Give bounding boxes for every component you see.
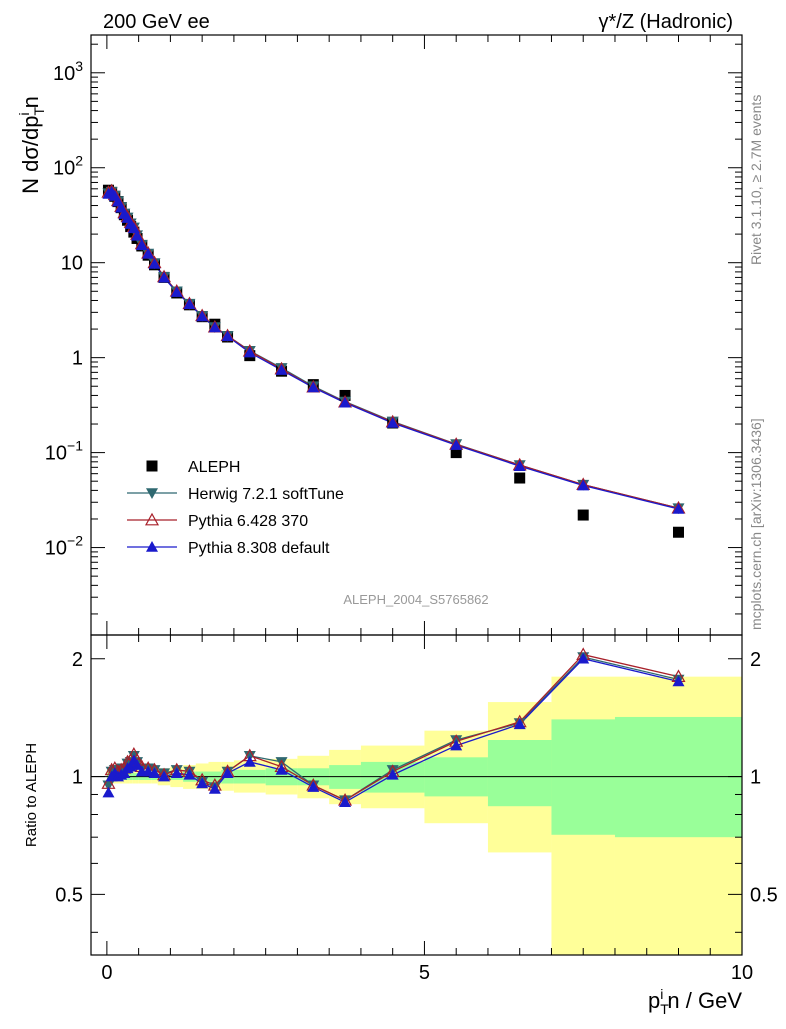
ratio-point-s3 [307,781,320,792]
main-point-s3 [339,396,352,408]
main-point-s0 [577,509,589,521]
legend-label: Herwig 7.2.1 softTune [188,486,344,503]
ratio-point-s3 [183,768,196,780]
main-point-s3 [196,310,209,322]
main-point-s3 [243,346,256,358]
rivet-label: Rivet 3.1.10, ≥ 2.7M events [748,95,764,265]
ratio-y-tick-label: 0.5 [55,884,83,906]
legend: ALEPH Herwig 7.2.1 softTune Pythia 6.428 3… [127,459,344,557]
main-point-s3 [386,417,399,428]
main-point-s3 [221,330,234,342]
legend-entry: Pythia 8.308 default [127,540,330,557]
x-tick-label: 0 [101,962,112,984]
ratio-point-s1 [275,757,288,768]
ratio-point-s3 [275,763,288,775]
y-axis-title: N dσ/dpTin [16,96,47,194]
legend-label: Pythia 6.428 370 [188,513,308,530]
ratio-point-s3 [386,768,399,780]
legend-entry: Herwig 7.2.1 softTune [127,486,344,503]
main-point-s3 [131,229,144,241]
text-layer: 200 GeV ee γ*/Z (Hadronic) Rivet 3.1.10,… [103,11,764,630]
x-tick-label: 10 [731,962,753,984]
band-inner [614,716,742,838]
legend-label: ALEPH [188,459,240,476]
main-point-s0 [514,472,526,484]
main-point-s3 [577,479,590,491]
band-inner [551,719,615,835]
legend-marker [146,541,158,552]
ratio-point-s3 [577,652,590,664]
y-tick-label: 1 [72,348,83,370]
band-inner [487,740,552,807]
legend-entry: Pythia 6.428 370 [127,512,308,530]
main-point-s3 [672,502,685,514]
ratio-point-s3 [196,777,209,789]
main-point-s3 [307,381,320,393]
y-tick-label: 10−1 [45,438,83,465]
main-point-s3 [208,321,221,333]
ratio-point-s3 [450,739,463,751]
legend-entry: ALEPH [146,459,240,476]
main-point-s3 [170,286,183,297]
ratio-y-tick-label: 1 [72,767,83,789]
ratio-point-s3 [221,767,234,779]
main-point-s3 [142,247,155,259]
main-point-s0 [450,447,462,459]
legend-label: Pythia 8.308 default [188,540,330,557]
ratio-y-axis-title: Ratio to ALEPH [23,743,40,847]
legend-marker [146,488,158,499]
main-point-s3 [183,298,196,310]
ratio-y-tick-label-right: 2 [750,649,761,671]
x-axis-title: pTi n / GeV [648,986,742,1017]
watermark: ALEPH_2004_S5765862 [343,592,488,607]
main-point-s3 [275,364,288,375]
main-point-s3 [148,257,161,269]
ratio-point-s3 [170,767,183,779]
x-tick-label: 5 [419,962,430,984]
ratio-point-s3 [102,786,115,798]
mcplots-label: mcplots.cern.ch [arXiv:1306.3436] [748,418,764,630]
y-tick-label: 102 [53,153,83,180]
y-tick-label: 10 [61,253,83,275]
main-point-s3 [450,439,463,450]
ratio-y-tick-label: 2 [72,649,83,671]
ratio-panel: 0 5 10 0.5 0.5 1 1 2 2 Ratio to ALEPH pTi n / GeV [23,634,778,1017]
ratio-point-s3 [672,675,685,687]
main-point-s3 [135,239,148,250]
ratio-point-s3 [148,767,161,779]
y-tick-label: 103 [53,58,83,85]
ratio-frame [90,634,743,956]
ratio-point-s3 [131,759,144,770]
ratio-point-s3 [513,718,526,730]
main-point-s3 [513,460,526,471]
y-tick-label: 10−2 [45,533,83,560]
left-title: 200 GeV ee [103,11,210,33]
ratio-point-s3 [339,796,352,808]
right-title: γ*/Z (Hadronic) [599,11,733,33]
main-point-s3 [158,271,171,283]
ratio-point-s3 [208,782,221,794]
legend-marker [144,512,160,526]
ratio-point-s3 [243,755,256,767]
ratio-point-s3 [158,770,171,782]
main-point-s0 [672,526,684,538]
ratio-y-tick-label-right: 1 [750,767,761,789]
ratio-y-tick-label-right: 0.5 [750,884,778,906]
legend-marker [146,460,158,472]
